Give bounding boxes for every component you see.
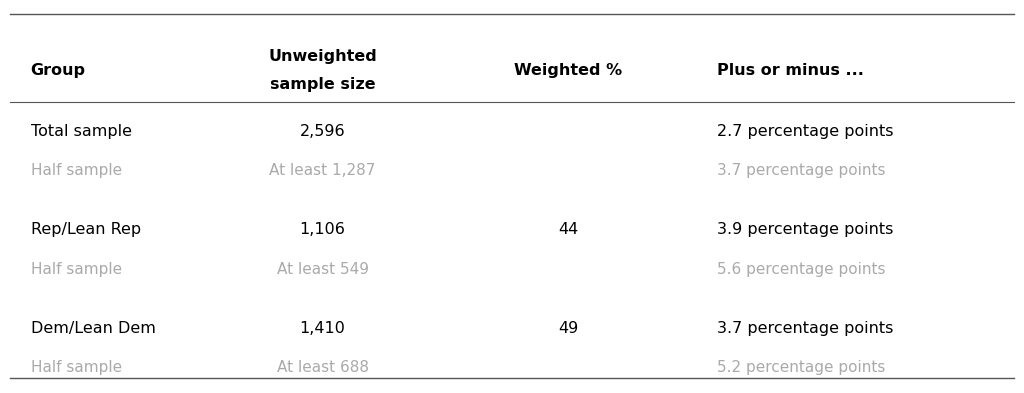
Text: 1,410: 1,410 — [300, 321, 345, 336]
Text: At least 549: At least 549 — [276, 262, 369, 277]
Text: Weighted %: Weighted % — [514, 63, 623, 78]
Text: 5.2 percentage points: 5.2 percentage points — [717, 360, 885, 375]
Text: 1,106: 1,106 — [300, 222, 345, 237]
Text: 44: 44 — [558, 222, 579, 237]
Text: Dem/Lean Dem: Dem/Lean Dem — [31, 321, 156, 336]
Text: 5.6 percentage points: 5.6 percentage points — [717, 262, 886, 277]
Text: Unweighted: Unweighted — [268, 50, 377, 64]
Text: 3.9 percentage points: 3.9 percentage points — [717, 222, 893, 237]
Text: At least 688: At least 688 — [276, 360, 369, 375]
Text: 3.7 percentage points: 3.7 percentage points — [717, 163, 886, 178]
Text: Group: Group — [31, 63, 86, 78]
Text: Rep/Lean Rep: Rep/Lean Rep — [31, 222, 141, 237]
Text: 2,596: 2,596 — [300, 124, 345, 139]
Text: Total sample: Total sample — [31, 124, 132, 139]
Text: Half sample: Half sample — [31, 262, 122, 277]
Text: 49: 49 — [558, 321, 579, 336]
Text: Half sample: Half sample — [31, 163, 122, 178]
Text: Plus or minus ...: Plus or minus ... — [717, 63, 863, 78]
Text: 2.7 percentage points: 2.7 percentage points — [717, 124, 893, 139]
Text: Half sample: Half sample — [31, 360, 122, 375]
Text: sample size: sample size — [269, 77, 376, 92]
Text: 3.7 percentage points: 3.7 percentage points — [717, 321, 893, 336]
Text: At least 1,287: At least 1,287 — [269, 163, 376, 178]
